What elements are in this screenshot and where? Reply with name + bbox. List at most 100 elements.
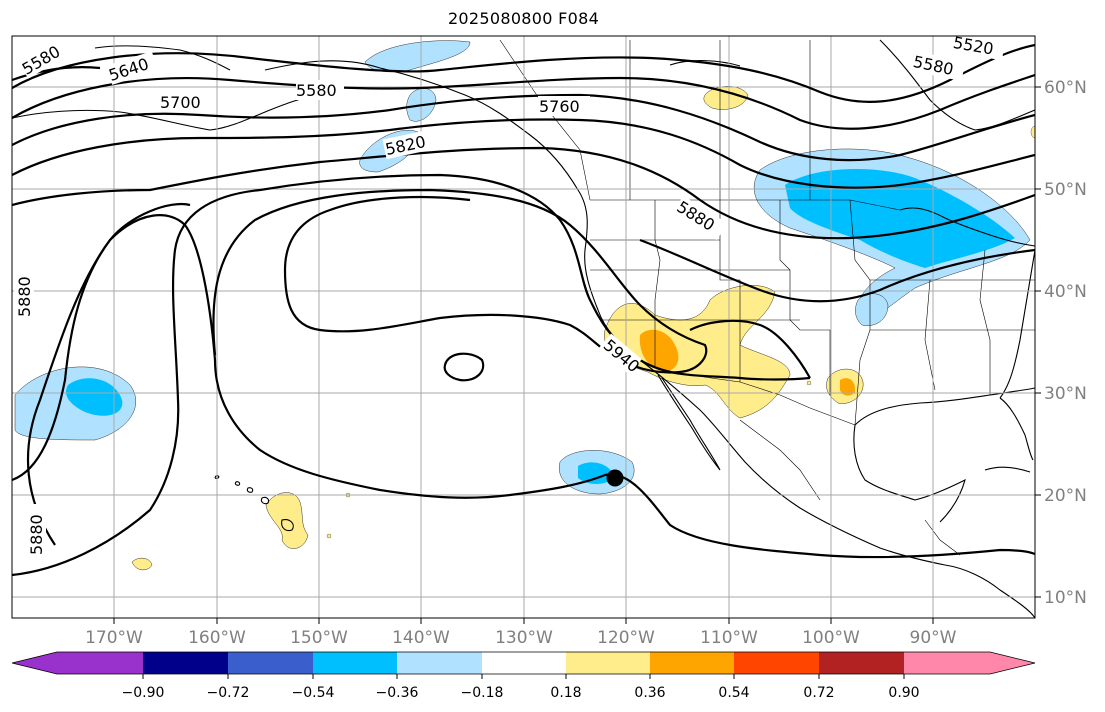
- lon-label: 90°W: [910, 628, 957, 648]
- contour-line: [639, 238, 1035, 303]
- colorbar-segment: [650, 652, 734, 674]
- hawaii-island: [234, 481, 241, 486]
- alaska-coastline: [94, 45, 231, 71]
- lon-label: 100°W: [802, 628, 860, 648]
- hawaii-island: [260, 496, 270, 505]
- colorbar-label: −0.90: [122, 685, 165, 701]
- lon-label: 150°W: [290, 628, 348, 648]
- contour-label: 5880: [15, 276, 34, 317]
- baja-california-coastline: [657, 374, 721, 471]
- contour-label: 5580: [296, 81, 337, 100]
- lon-label: 120°W: [597, 628, 655, 648]
- lon-label: 160°W: [188, 628, 246, 648]
- colorbar-segment: [57, 652, 143, 674]
- lon-label: 110°W: [700, 628, 758, 648]
- colorbar-segment: [566, 652, 650, 674]
- colorbar-label: −0.18: [461, 685, 504, 701]
- graticule: [12, 36, 1035, 618]
- contour-line: [212, 188, 708, 374]
- colorbar-outline: [11, 651, 1036, 675]
- state-border: [849, 199, 871, 426]
- contour-line: [12, 146, 1035, 240]
- colorbar-label: 0.36: [634, 685, 665, 701]
- contour-line: [12, 73, 1035, 130]
- longitude-axis: 170°W 160°W 150°W 140°W 130°W 120°W 110°…: [85, 618, 957, 648]
- yellow-area: [131, 558, 153, 571]
- colorbar-segment: [12, 652, 57, 674]
- contour-label: 5700: [160, 93, 201, 112]
- state-border: [924, 279, 936, 391]
- contour-label: 5760: [539, 97, 580, 116]
- contour-line: [12, 118, 1035, 189]
- alaska-coastline: [12, 94, 321, 131]
- yellow-area: [1030, 125, 1035, 139]
- us-canada-border: [590, 199, 901, 211]
- contour-line: [12, 93, 1035, 162]
- colorbar-segment: [904, 652, 990, 674]
- great-lakes-coastline: [899, 207, 1035, 247]
- hawaii-island: [246, 487, 254, 493]
- lat-label: 40°N: [1044, 282, 1087, 302]
- hawaii-island: [281, 519, 294, 532]
- yellow-area: [806, 380, 812, 386]
- hawaii-island: [214, 475, 220, 479]
- contour-line: [443, 352, 485, 382]
- orange-area: [840, 378, 856, 396]
- colorbar-label: 0.72: [803, 685, 834, 701]
- yellow-area: [326, 533, 332, 539]
- lon-label: 140°W: [392, 628, 450, 648]
- colorbar: −0.90 −0.72 −0.54 −0.36 −0.18 0.18 0.36 …: [11, 651, 1036, 701]
- map-area: 5580 5640 5700 5580 5760 5820 5880 5520 …: [12, 33, 1035, 618]
- gulf-coast: [854, 387, 1035, 426]
- greenland-coastline: [669, 60, 741, 67]
- colorbar-segment: [313, 652, 397, 674]
- colorbar-segment: [397, 652, 482, 674]
- canada-province-border: [499, 39, 591, 201]
- contour-line: [12, 66, 101, 82]
- contour-line: [12, 173, 811, 577]
- mexico-state-border: [739, 419, 821, 501]
- cuba-coastline: [984, 466, 1031, 473]
- contour-label: 5880: [27, 514, 46, 555]
- colorbar-segment: [228, 652, 313, 674]
- deep-blue-area: [785, 168, 1015, 268]
- colorbar-label: −0.54: [292, 685, 335, 701]
- map-title: 2025080800 F084: [447, 9, 600, 28]
- state-border: [979, 249, 991, 395]
- yellow-area: [604, 285, 791, 419]
- latitude-axis: 60°N 50°N 40°N 30°N 20°N 10°N: [1035, 78, 1087, 608]
- lat-label: 30°N: [1044, 384, 1087, 404]
- deep-blue-area: [65, 378, 123, 416]
- contour-line: [12, 202, 191, 482]
- lat-label: 60°N: [1044, 78, 1087, 98]
- atlantic-coastline: [999, 249, 1035, 399]
- lon-label: 130°W: [495, 628, 553, 648]
- storm-center-marker: [606, 469, 624, 487]
- colorbar-label: −0.72: [207, 685, 250, 701]
- lat-label: 10°N: [1044, 588, 1087, 608]
- height-contours: [12, 43, 1035, 577]
- florida-coastline: [999, 397, 1034, 461]
- colorbar-segment: [990, 652, 1035, 674]
- colorbar-label: 0.90: [888, 685, 919, 701]
- colorbar-segment: [819, 652, 904, 674]
- contour-line: [689, 319, 811, 379]
- orange-area: [639, 329, 679, 372]
- lat-label: 50°N: [1044, 180, 1087, 200]
- lon-label: 170°W: [85, 628, 143, 648]
- colorbar-segment: [482, 652, 566, 674]
- deep-blue-area: [578, 462, 614, 484]
- yellow-area: [703, 86, 749, 110]
- colorbar-ticks: [142, 674, 905, 679]
- hudson-bay-coastline: [879, 39, 1035, 131]
- state-border: [654, 200, 661, 368]
- yellow-area: [265, 492, 309, 549]
- light-blue-area: [855, 293, 889, 326]
- colorbar-segment: [734, 652, 819, 674]
- lat-label: 20°N: [1044, 486, 1087, 506]
- colorbar-label: 0.54: [718, 685, 749, 701]
- colorbar-label: 0.18: [550, 685, 581, 701]
- contour-label: 5520: [952, 33, 995, 59]
- colorbar-label: −0.36: [376, 685, 419, 701]
- colorbar-segment: [143, 652, 228, 674]
